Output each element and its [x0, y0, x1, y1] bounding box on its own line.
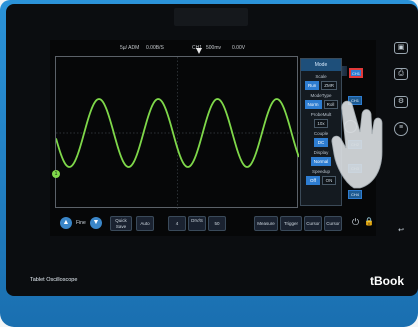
mode-menu-panel: Mode Scale Run ZMR ModeType Norm Roll Pr… — [300, 58, 342, 206]
waveform-plot — [56, 57, 299, 209]
menu-group-label: ProbeMult — [310, 112, 332, 117]
hand-gesture-illustration — [331, 100, 383, 189]
power-icon[interactable]: ⏻ — [352, 217, 360, 227]
brand-logo: tBook — [370, 274, 404, 288]
autoset-button[interactable]: Auto — [136, 216, 154, 231]
back-icon[interactable]: ↩ — [398, 227, 404, 234]
menu-option-run[interactable]: Run — [304, 81, 320, 90]
ch4-side-button[interactable]: CH4 — [348, 190, 362, 199]
ch1-marker[interactable]: 1 — [52, 170, 60, 178]
menu-option-dc[interactable]: DC — [314, 138, 328, 147]
trigger-button[interactable]: Trigger — [280, 216, 302, 231]
menu-option-off[interactable]: Off — [306, 176, 320, 185]
bottom-toolbar: ▲ Fine ▼ Quick Save Auto 4 DIV/S 50 Meas… — [54, 216, 374, 232]
menu-title: Mode — [301, 59, 341, 71]
waveform-grid[interactable] — [55, 56, 299, 209]
menu-group-label: Couple — [313, 131, 329, 136]
quick-save-button[interactable]: Quick Save — [110, 216, 132, 231]
menu-option-10x[interactable]: 10x — [314, 119, 328, 128]
menu-group-label: ModeType — [310, 93, 332, 98]
lock-icon[interactable]: 🔒 — [364, 217, 374, 226]
menu-option-on[interactable]: ON — [322, 176, 336, 185]
menu-group-label: Scale — [315, 74, 327, 79]
menu-option-norm[interactable]: Norm — [304, 100, 322, 109]
menu-group-label: Display — [313, 150, 329, 155]
trigger-level-readout: 0.00V — [232, 45, 246, 51]
move-down-button[interactable]: ▼ — [90, 217, 102, 229]
sample-rate-readout: 0.00B/S — [146, 45, 164, 51]
scale-readout: 500mv — [206, 45, 222, 51]
move-mode-label: Fine — [76, 220, 86, 226]
timebase-readout: 5µ/ ADM — [120, 45, 140, 51]
product-label: Tablet Oscilloscope — [30, 277, 78, 283]
cursor1-button[interactable]: Cursor — [304, 216, 322, 231]
menu-option-roll[interactable]: Roll — [323, 100, 338, 109]
settings-icon[interactable]: ⚙ — [394, 96, 408, 108]
time-unit[interactable]: 50 — [208, 216, 226, 231]
menu-option-normal[interactable]: Normal — [310, 157, 332, 166]
menu-option-zmr[interactable]: ZMR — [321, 81, 337, 90]
measure-button[interactable]: Measure — [254, 216, 278, 231]
ch1-side-button[interactable]: CH1 — [348, 96, 362, 105]
menu-group-label: Speedup — [311, 169, 331, 174]
div-label: DIV/S — [188, 216, 206, 231]
device-footer: Tablet Oscilloscope tBook — [20, 272, 412, 290]
ch1-highlight-button[interactable]: CH1 — [349, 68, 363, 78]
menu-icon[interactable]: ≡ — [394, 122, 408, 136]
camera-window — [174, 8, 248, 26]
move-up-button[interactable]: ▲ — [60, 217, 72, 229]
screenshot-icon[interactable]: ⎙ — [394, 68, 408, 80]
status-bar: 5µ/ ADM 0.00B/S CH1 500mv 0.00V — [50, 43, 290, 53]
save-icon[interactable]: ▣ — [394, 42, 408, 54]
time-value[interactable]: 4 — [168, 216, 186, 231]
cursor2-button[interactable]: Cursor — [324, 216, 342, 231]
ch1-waveform — [56, 98, 299, 168]
trigger-position-icon[interactable] — [196, 48, 202, 54]
